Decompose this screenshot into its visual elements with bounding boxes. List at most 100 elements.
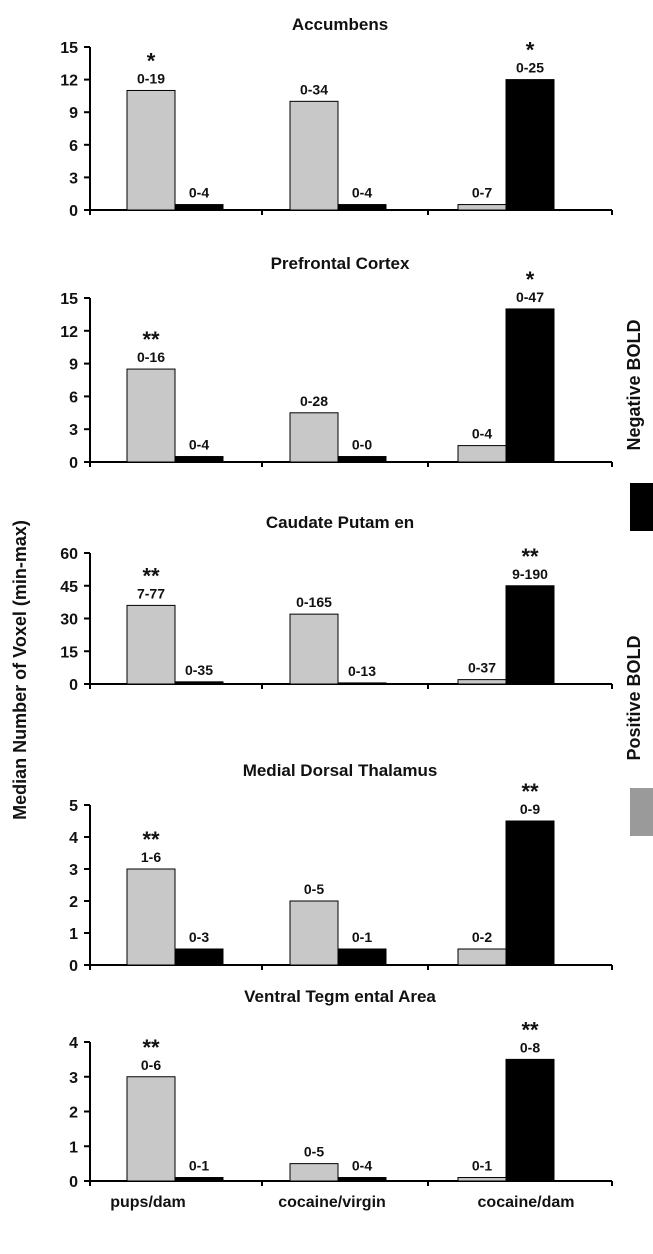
panel-title: Accumbens	[292, 15, 388, 34]
y-tick-label: 15	[60, 40, 78, 57]
bar-data-label: 0-4	[189, 185, 209, 201]
bar-data-label: 0-37	[468, 660, 496, 676]
y-tick-label: 30	[60, 612, 78, 629]
y-tick-label: 2	[69, 1105, 78, 1122]
legend-negative-swatch	[630, 483, 653, 531]
bar-data-label: 7-77	[137, 585, 165, 601]
bar-data-label: 0-5	[304, 881, 324, 897]
bar-negative	[337, 682, 387, 685]
legend-positive-label: Positive BOLD	[624, 635, 644, 760]
bar-negative	[505, 79, 555, 211]
bar-positive	[289, 412, 339, 463]
bar-positive	[126, 868, 176, 966]
significance-marker: **	[521, 1017, 539, 1042]
bar-negative	[174, 948, 224, 966]
y-tick-label: 9	[69, 105, 78, 122]
x-category-label: pups/dam	[110, 1194, 186, 1211]
bar-data-label: 0-5	[304, 1144, 324, 1160]
y-tick-label: 1	[69, 926, 78, 943]
bar-data-label: 0-4	[472, 426, 492, 442]
y-tick-label: 60	[60, 546, 78, 563]
y-tick-label: 3	[69, 862, 78, 879]
significance-marker: **	[521, 779, 539, 804]
legend: Negative BOLD Positive BOLD	[624, 319, 653, 836]
bar-data-label: 1-6	[141, 849, 161, 865]
bar-positive	[457, 445, 507, 463]
y-tick-label: 3	[69, 170, 78, 187]
y-tick-label: 0	[69, 455, 78, 472]
panel-title: Medial Dorsal Thalamus	[243, 761, 438, 780]
bar-positive	[457, 679, 507, 685]
panel-3: Caudate Putam en 0 15 30 45 60 7-77 0-35 ** 0-165…	[60, 513, 613, 694]
y-tick-label: 12	[60, 73, 78, 90]
y-tick-label: 5	[69, 798, 78, 815]
bar-data-label: 0-28	[300, 393, 328, 409]
bar-data-label: 0-16	[137, 349, 165, 365]
bar-data-label: 0-1	[189, 1158, 209, 1174]
legend-positive-swatch	[630, 788, 653, 836]
bar-positive	[126, 368, 176, 463]
bar-positive	[457, 204, 507, 211]
y-tick-label: 1	[69, 1139, 78, 1156]
bar-data-label: 0-165	[296, 594, 332, 610]
bar-data-label: 0-47	[516, 289, 544, 305]
x-category-label: cocaine/virgin	[278, 1194, 386, 1211]
y-tick-label: 0	[69, 958, 78, 975]
significance-marker: *	[526, 38, 535, 63]
significance-marker: **	[142, 563, 160, 588]
y-tick-label: 3	[69, 1070, 78, 1087]
y-tick-label: 45	[60, 579, 78, 596]
bar-data-label: 0-34	[300, 81, 328, 97]
y-tick-label: 6	[69, 138, 78, 155]
bar-negative	[505, 820, 555, 966]
bar-negative	[337, 204, 387, 211]
panel-title: Ventral Tegm ental Area	[244, 987, 436, 1006]
bar-negative	[337, 456, 387, 463]
y-tick-label: 12	[60, 324, 78, 341]
bar-negative	[505, 308, 555, 463]
panel-2: Prefrontal Cortex 0 3 6 9 12 15 0-16 0-4 ** 0-28 0-…	[60, 254, 613, 472]
bar-positive	[457, 948, 507, 966]
significance-marker: **	[521, 544, 539, 569]
bar-negative	[174, 1177, 224, 1182]
significance-marker: *	[147, 48, 156, 73]
bar-data-label: 0-1	[472, 1158, 492, 1174]
panel-title: Caudate Putam en	[266, 513, 414, 532]
bar-data-label: 0-3	[189, 929, 209, 945]
bar-negative	[174, 456, 224, 463]
bar-data-label: 9-190	[512, 566, 548, 582]
bar-data-label: 0-8	[520, 1039, 540, 1055]
bar-negative	[337, 948, 387, 966]
bar-data-label: 0-4	[352, 185, 372, 201]
bar-negative	[505, 1058, 555, 1182]
bar-negative	[174, 204, 224, 211]
bar-positive	[126, 89, 176, 211]
y-tick-label: 2	[69, 894, 78, 911]
x-category-label: cocaine/dam	[478, 1194, 575, 1211]
panel-5: Ventral Tegm ental Area 0 1 2 3 4 0-6 0-1 ** 0-5 0…	[69, 987, 613, 1191]
bar-positive	[289, 900, 339, 966]
bar-positive	[289, 613, 339, 685]
y-tick-label: 0	[69, 677, 78, 694]
y-tick-label: 4	[69, 1035, 78, 1052]
bar-positive	[126, 1076, 176, 1182]
significance-marker: **	[142, 1035, 160, 1060]
bar-positive	[126, 604, 176, 685]
significance-marker: *	[526, 267, 535, 292]
bar-data-label: 0-25	[516, 60, 544, 76]
significance-marker: **	[142, 327, 160, 352]
bar-data-label: 0-35	[185, 662, 213, 678]
bar-negative	[337, 1177, 387, 1182]
bar-data-label: 0-0	[352, 437, 372, 453]
panel-title: Prefrontal Cortex	[271, 254, 410, 273]
y-tick-label: 0	[69, 203, 78, 220]
panel-4: Medial Dorsal Thalamus 0 1 2 3 4 5 1-6 0-3 ** 0-5 0…	[69, 761, 613, 975]
bar-positive	[457, 1177, 507, 1182]
y-tick-label: 6	[69, 389, 78, 406]
x-category-labels: pups/dam cocaine/virgin cocaine/dam	[110, 1194, 574, 1211]
bar-positive	[289, 100, 339, 211]
